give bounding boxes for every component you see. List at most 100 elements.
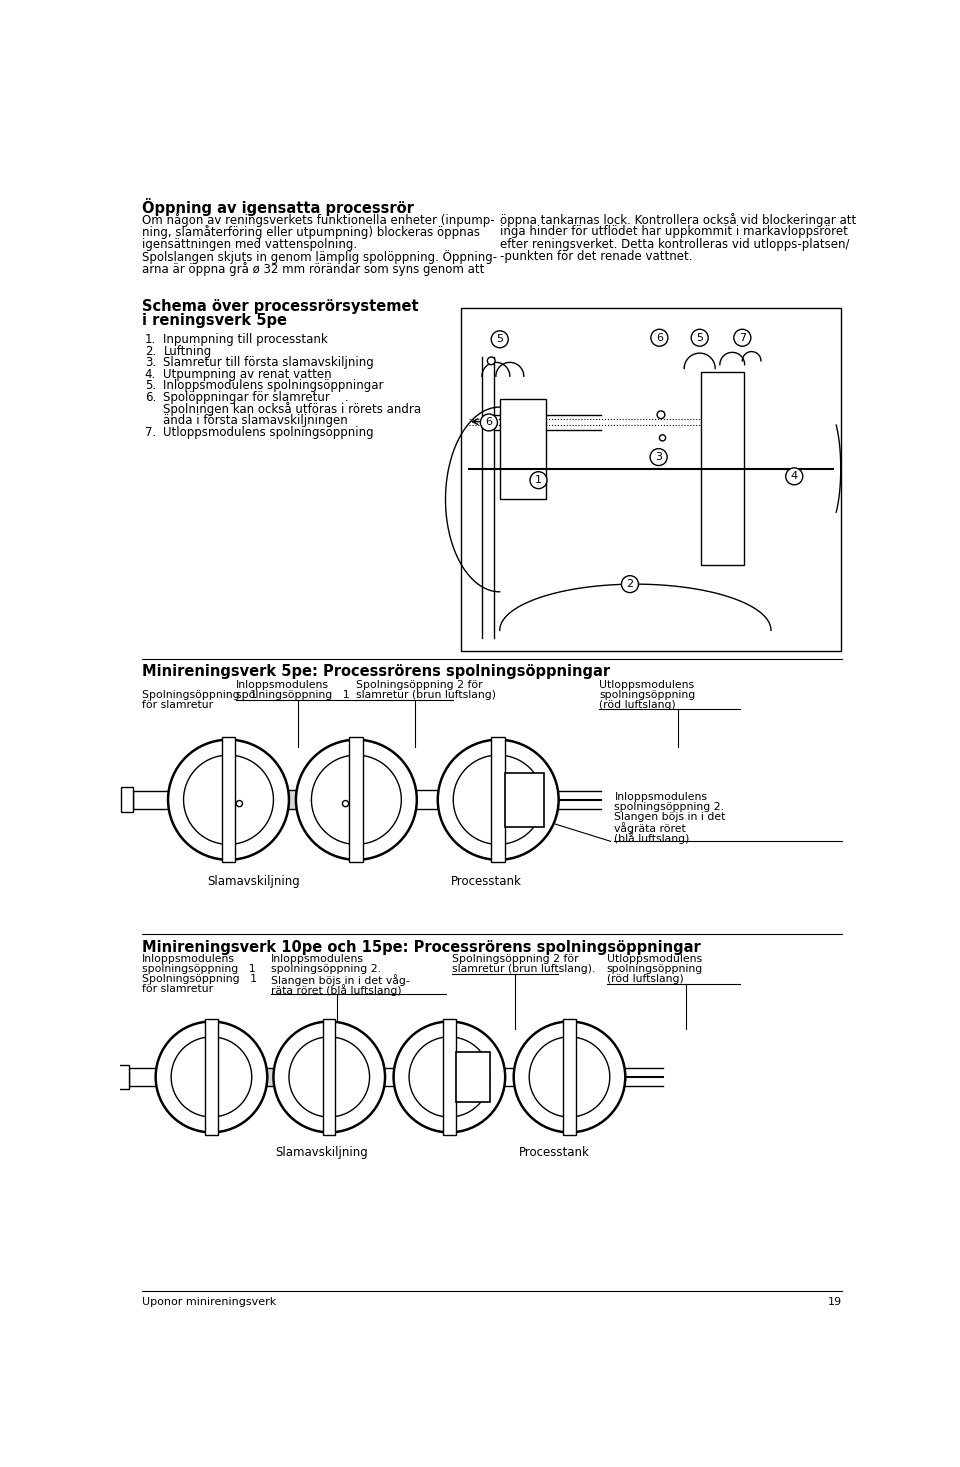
Text: Processtank: Processtank xyxy=(518,1146,589,1159)
Bar xyxy=(235,791,349,808)
Text: Slangen böjs in i det: Slangen böjs in i det xyxy=(614,813,726,822)
Text: 6: 6 xyxy=(656,333,663,343)
Text: Inloppsmodulens spolningsöppningar: Inloppsmodulens spolningsöppningar xyxy=(163,380,384,392)
Bar xyxy=(564,1020,576,1134)
Text: Spolningen kan också utföras i rörets andra: Spolningen kan också utföras i rörets an… xyxy=(163,402,421,417)
Bar xyxy=(444,1020,456,1134)
Text: spolningsöppning 2.: spolningsöppning 2. xyxy=(614,802,725,813)
Text: Inloppsmodulens: Inloppsmodulens xyxy=(614,792,708,802)
Text: Spolningsöppning 2 för: Spolningsöppning 2 för xyxy=(356,679,483,689)
Circle shape xyxy=(650,449,667,465)
Bar xyxy=(349,738,363,863)
Text: 7: 7 xyxy=(739,333,746,343)
Text: Öppning av igensatta processrör: Öppning av igensatta processrör xyxy=(142,198,414,216)
Text: Schema över processrörsystemet: Schema över processrörsystemet xyxy=(142,299,419,314)
Text: Minireningsverk 10pe och 15pe: Processrörens spolningsöppningar: Minireningsverk 10pe och 15pe: Processrö… xyxy=(142,940,701,955)
Text: spolningsöppning: spolningsöppning xyxy=(607,964,703,974)
Bar xyxy=(324,1020,335,1134)
Text: Spolningsöppning   1: Spolningsöppning 1 xyxy=(142,974,256,984)
Text: 2.: 2. xyxy=(145,345,156,358)
Circle shape xyxy=(156,1021,267,1133)
Text: 6: 6 xyxy=(486,418,492,427)
Circle shape xyxy=(236,801,243,807)
Text: spolningsöppning 2.: spolningsöppning 2. xyxy=(271,964,381,974)
Text: Spolöppningar för slamretur    .: Spolöppningar för slamretur . xyxy=(163,390,349,403)
Text: 1.: 1. xyxy=(145,333,156,346)
Text: Slangen böjs in i det våg-: Slangen böjs in i det våg- xyxy=(271,974,410,986)
Bar xyxy=(500,399,546,499)
Text: Spolningsöppning   1: Spolningsöppning 1 xyxy=(142,689,256,700)
Bar xyxy=(205,1020,218,1134)
Text: Inloppsmodulens: Inloppsmodulens xyxy=(236,679,329,689)
Circle shape xyxy=(492,332,508,348)
Circle shape xyxy=(530,472,547,489)
Circle shape xyxy=(660,434,665,442)
Circle shape xyxy=(621,575,638,593)
Text: Spolslangen skjuts in genom lämplig spolöppning. Öppning-: Spolslangen skjuts in genom lämplig spol… xyxy=(142,249,497,264)
Text: Inloppsmodulens: Inloppsmodulens xyxy=(142,954,234,964)
Text: slamretur (brun luftslang): slamretur (brun luftslang) xyxy=(356,689,496,700)
Text: Minireningsverk 5pe: Processrörens spolningsöppningar: Minireningsverk 5pe: Processrörens spoln… xyxy=(142,665,610,679)
Text: spolningsöppning   1: spolningsöppning 1 xyxy=(236,689,349,700)
Bar xyxy=(118,1065,129,1090)
Text: (röd luftslang): (röd luftslang) xyxy=(599,700,676,710)
Circle shape xyxy=(409,1037,490,1116)
Text: 6.: 6. xyxy=(145,390,156,403)
Circle shape xyxy=(657,411,665,418)
Bar xyxy=(456,1068,564,1086)
Text: för slamretur: för slamretur xyxy=(142,700,213,710)
Bar xyxy=(456,1052,490,1102)
Circle shape xyxy=(564,1065,572,1072)
Text: slamretur (brun luftslang).: slamretur (brun luftslang). xyxy=(452,964,595,974)
Circle shape xyxy=(453,756,543,845)
Bar xyxy=(222,738,235,863)
Bar xyxy=(492,738,505,863)
Circle shape xyxy=(785,468,803,484)
Circle shape xyxy=(514,1021,625,1133)
Text: ända i första slamavskiljningen: ända i första slamavskiljningen xyxy=(163,414,348,427)
Text: Utpumpning av renat vatten: Utpumpning av renat vatten xyxy=(163,368,332,381)
Text: vågräta röret: vågräta röret xyxy=(614,822,686,833)
Text: Utloppsmodulens: Utloppsmodulens xyxy=(599,679,694,689)
Text: spolningsöppning   1: spolningsöppning 1 xyxy=(142,964,255,974)
Circle shape xyxy=(691,329,708,346)
Text: Utloppsmodulens spolningsöppning: Utloppsmodulens spolningsöppning xyxy=(163,425,374,439)
Circle shape xyxy=(171,1037,252,1116)
Circle shape xyxy=(493,802,500,808)
Text: 7.: 7. xyxy=(145,425,156,439)
Bar xyxy=(461,308,841,651)
Text: (röd luftslang): (röd luftslang) xyxy=(607,974,684,984)
Text: 5.: 5. xyxy=(145,380,156,392)
Bar xyxy=(505,773,544,827)
Text: inga hinder för utflödet har uppkommit i markavloppsröret: inga hinder för utflödet har uppkommit i… xyxy=(500,226,848,238)
Circle shape xyxy=(488,356,495,365)
Circle shape xyxy=(651,329,668,346)
Circle shape xyxy=(492,788,500,797)
Text: Inpumpning till processtank: Inpumpning till processtank xyxy=(163,333,328,346)
Bar xyxy=(363,791,492,808)
Text: ning, slamåterföring eller utpumpning) blockeras öppnas: ning, slamåterföring eller utpumpning) b… xyxy=(142,226,480,239)
Bar xyxy=(701,373,744,565)
Text: räta röret (blå luftslang): räta röret (blå luftslang) xyxy=(271,984,401,996)
Bar xyxy=(218,1068,324,1086)
Text: 1: 1 xyxy=(535,475,542,486)
Text: Om någon av reningsverkets funktionella enheter (inpump-: Om någon av reningsverkets funktionella … xyxy=(142,213,494,227)
Text: -punkten för det renade vattnet.: -punkten för det renade vattnet. xyxy=(500,249,692,263)
Text: Slamavskiljning: Slamavskiljning xyxy=(207,876,300,888)
Text: Uponor minireningsverk: Uponor minireningsverk xyxy=(142,1297,276,1307)
Circle shape xyxy=(394,1021,505,1133)
Text: för slamretur: för slamretur xyxy=(142,984,213,993)
Text: Inloppsmodulens: Inloppsmodulens xyxy=(271,954,364,964)
Circle shape xyxy=(311,756,401,845)
Text: 4: 4 xyxy=(791,471,798,481)
Circle shape xyxy=(733,329,751,346)
Text: 3.: 3. xyxy=(145,356,156,370)
Bar xyxy=(335,1068,444,1086)
Text: Spolningsöppning 2 för: Spolningsöppning 2 för xyxy=(452,954,578,964)
Text: Luftning: Luftning xyxy=(163,345,211,358)
Circle shape xyxy=(343,801,348,807)
Text: 19: 19 xyxy=(828,1297,842,1307)
Text: 5: 5 xyxy=(696,333,703,343)
Text: Utloppsmodulens: Utloppsmodulens xyxy=(607,954,702,964)
Text: Processtank: Processtank xyxy=(451,876,522,888)
